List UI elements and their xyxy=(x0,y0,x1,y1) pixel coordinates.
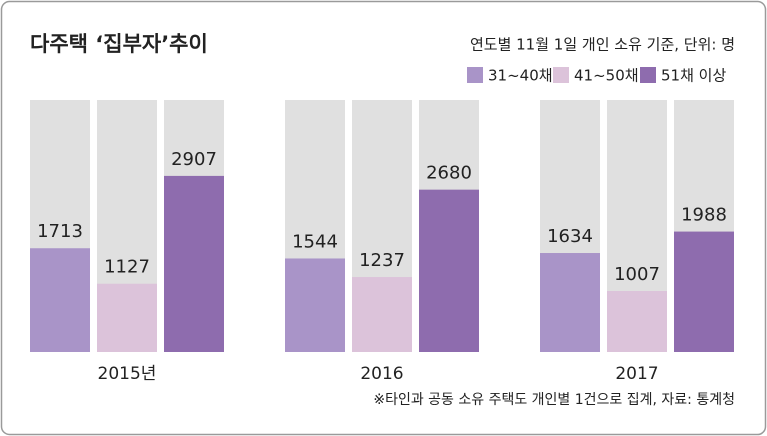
value-label: 2680 xyxy=(426,163,472,184)
value-label: 1713 xyxy=(37,221,83,242)
value-label: 1127 xyxy=(104,257,150,278)
legend-label: 51채 이상 xyxy=(661,67,726,85)
legend-swatch xyxy=(467,67,483,83)
bar xyxy=(30,248,90,352)
legend-swatch xyxy=(640,67,656,83)
value-label: 1007 xyxy=(614,264,660,285)
bar xyxy=(540,253,600,352)
chart-subtitle: 연도별 11월 1일 개인 소유 기준, 단위: 명 xyxy=(470,36,735,54)
value-label: 1237 xyxy=(359,250,405,271)
value-label: 1544 xyxy=(292,231,338,252)
bar xyxy=(419,189,479,352)
value-label: 2907 xyxy=(171,149,217,170)
legend-swatch xyxy=(553,67,569,83)
x-tick-label: 2017 xyxy=(615,364,658,384)
bar xyxy=(674,231,734,352)
value-label: 1634 xyxy=(547,226,593,247)
x-tick-label: 2016 xyxy=(360,364,403,384)
bar xyxy=(607,290,667,352)
legend-label: 31~40채 xyxy=(488,67,553,85)
legend-label: 41~50채 xyxy=(574,67,639,85)
footnote: ※타인과 공동 소유 주택도 개인별 1건으로 집계, 자료: 통계청 xyxy=(373,392,735,408)
bar xyxy=(97,283,157,352)
bar xyxy=(352,277,412,352)
value-label: 1988 xyxy=(681,205,727,226)
bar xyxy=(164,175,224,352)
bar xyxy=(285,258,345,352)
chart-title: 다주택 ‘집부자’추이 xyxy=(30,32,208,56)
x-tick-label: 2015년 xyxy=(98,364,157,384)
